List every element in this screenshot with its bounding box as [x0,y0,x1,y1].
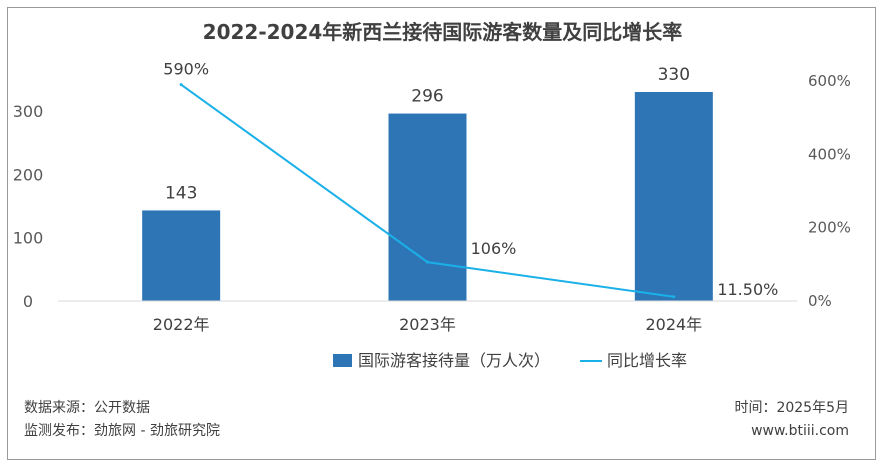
x-tick-label: 2024年 [645,315,702,334]
y-left-tick-label: 200 [13,165,44,184]
x-tick-label: 2023年 [399,315,456,334]
y-left-tick-label: 100 [13,229,44,248]
y-right-tick-label: 400% [808,145,851,163]
legend-bar-label: 国际游客接待量（万人次） [358,351,550,370]
footer-right: 时间：2025年5月 www.btiii.com [734,397,849,443]
legend-line-label: 同比增长率 [607,351,687,370]
bar-value-label: 143 [165,183,197,203]
y-left-tick-label: 0 [23,292,33,311]
line-value-label: 106% [471,239,517,258]
bar [142,210,221,301]
data-source: 数据来源：公开数据 [24,400,150,416]
publish-time: 时间：2025年5月 [734,400,849,416]
bar-value-label: 330 [658,65,690,85]
line-value-label: 11.50% [717,280,778,299]
x-tick-label: 2022年 [153,315,210,334]
y-right-tick-label: 200% [808,219,851,237]
y-left-tick-label: 300 [13,102,44,121]
bar-value-label: 296 [411,87,443,107]
line-value-label: 590% [163,60,209,79]
chart-title: 2022-2024年新西兰接待国际游客数量及同比增长率 [202,20,683,44]
line-point [426,260,429,264]
line-point [179,83,183,87]
line-point [672,295,676,299]
publisher: 监测发布：劲旅网 - 劲旅研究院 [24,423,220,439]
y-right-tick-label: 600% [808,72,851,90]
website: www.btiii.com [751,423,849,439]
legend-bar-swatch [333,354,352,367]
bar [634,92,713,301]
y-right-tick-label: 0% [808,292,832,310]
footer-left: 数据来源：公开数据 监测发布：劲旅网 - 劲旅研究院 [24,397,220,443]
bar [388,113,467,301]
